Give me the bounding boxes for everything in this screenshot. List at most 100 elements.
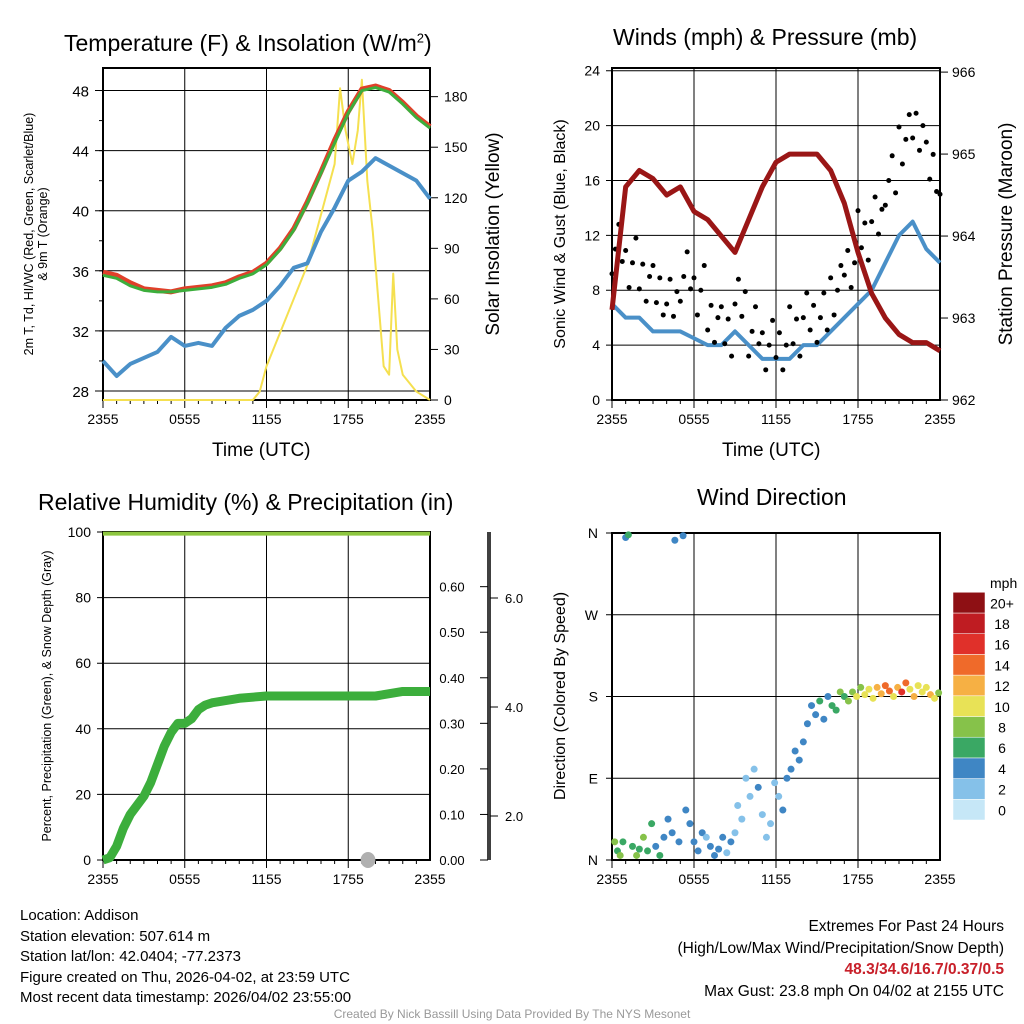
wind-direction-point — [791, 747, 799, 755]
wind-direction-point — [853, 693, 861, 700]
wind-direction-point — [635, 845, 643, 853]
recent-timestamp: Most recent data timestamp: 2026/04/02 2… — [20, 989, 352, 1006]
temp-xtick-label: 2355 — [414, 411, 445, 427]
wind-direction-point — [767, 820, 775, 828]
wind-direction-point — [668, 829, 676, 837]
wind-direction-point — [799, 738, 807, 746]
temp-ytick-label: 40 — [72, 204, 89, 221]
wind-direction-point — [629, 842, 636, 850]
wind-ytick-label: 12 — [584, 227, 600, 243]
colorbar-label: 10 — [994, 699, 1010, 715]
precip-tick-label: 0.60 — [439, 580, 464, 595]
gust-point — [893, 190, 899, 196]
gust-point — [841, 272, 847, 278]
wind-direction-point — [775, 792, 783, 800]
wind-direction-point — [734, 802, 742, 809]
gust-point — [773, 354, 779, 360]
gust-point — [749, 328, 755, 334]
precip-tick-label: 0.20 — [439, 762, 464, 777]
credit: Created By Nick Bassill Using Data Provi… — [333, 1007, 691, 1021]
wind-direction-point — [832, 706, 840, 714]
rh-ytick-label: 80 — [75, 590, 91, 606]
wind-direction-point — [869, 694, 877, 702]
wdir-xtick-label: 1155 — [761, 871, 791, 887]
rh-ytick-label: 20 — [75, 786, 91, 802]
pressure-line — [609, 151, 942, 353]
gust-point — [660, 312, 666, 318]
wind-ylabel: Sonic Wind & Gust (Blue, Black) — [552, 119, 569, 349]
wind-direction-point — [656, 851, 664, 859]
location: Location: Addison — [20, 907, 139, 924]
temp-ytick-label: 32 — [72, 324, 89, 341]
wind-y2label: Station Pressure (Maroon) — [996, 122, 1017, 346]
colorbar-swatch — [952, 612, 986, 634]
wind-direction-point — [682, 806, 690, 814]
precip-line — [101, 686, 430, 865]
solar-ytick-label: 0 — [444, 392, 452, 408]
wind-direction-point — [795, 756, 803, 764]
solar-ytick-label: 120 — [444, 190, 468, 206]
pressure-ytick-label: 964 — [952, 228, 976, 244]
wind-xtick-label: 2355 — [596, 411, 627, 427]
temp-y2label: Solar Insolation (Yellow) — [483, 132, 504, 336]
wind-direction-point — [849, 688, 857, 696]
wind-direction-point — [902, 679, 910, 687]
gust-point — [811, 302, 817, 308]
colorbar-swatch — [952, 592, 986, 614]
gust-point — [879, 206, 885, 212]
rh-xtick-label: 1155 — [251, 871, 281, 887]
gust-point — [937, 191, 943, 197]
gust-point — [619, 258, 625, 264]
wind-direction-point — [686, 820, 694, 828]
rh-ytick-label: 60 — [75, 655, 91, 671]
wind-direction-point — [828, 702, 836, 710]
rh-ytick-label: 40 — [75, 721, 91, 737]
gust-point — [776, 330, 782, 336]
wdir-chart-title: Wind Direction — [697, 484, 847, 510]
max-gust: Max Gust: 23.8 mph On 04/02 at 2155 UTC — [704, 982, 1004, 1000]
wind-xtick-label: 0555 — [678, 411, 709, 427]
gust-point — [862, 220, 868, 226]
precip-tick-label: 0.40 — [439, 671, 464, 686]
gust-point — [838, 263, 844, 269]
gust-point — [671, 313, 676, 319]
wind-xtick-label: 1755 — [842, 411, 873, 427]
precip-tick-label: 0.30 — [439, 716, 464, 731]
colorbar-label: 12 — [994, 678, 1010, 694]
wind-direction-point — [771, 779, 779, 787]
wind-direction-point — [706, 842, 714, 850]
wind-direction-point — [803, 720, 811, 728]
wind-direction-point — [787, 765, 795, 773]
gust-point — [804, 290, 810, 296]
temp-xlabel: Time (UTC) — [212, 440, 311, 461]
gust-point — [896, 124, 902, 130]
temp-ytick-label: 36 — [72, 264, 89, 281]
wind-direction-point — [935, 689, 943, 697]
extremes-block: Extremes For Past 24 Hours (High/Low/Max… — [678, 916, 1005, 1002]
gust-point — [718, 304, 724, 310]
precip-tick-label: 0.50 — [439, 625, 464, 640]
temp-ytick-label: 28 — [72, 384, 89, 401]
wind-direction-point — [898, 688, 906, 696]
gust-point — [845, 247, 851, 253]
gust-point — [650, 263, 656, 269]
wdir-ylabel: Direction (Colored By Speed) — [552, 591, 569, 801]
gust-point — [855, 208, 861, 214]
gust-point — [725, 316, 731, 322]
temp-xtick-label: 0555 — [169, 411, 200, 427]
gust-point — [742, 289, 748, 295]
temp-chart-title: Temperature (F) & Insolation (W/m2) — [64, 30, 432, 56]
wind-direction-point — [660, 833, 668, 841]
wdir-xtick-label: 2355 — [596, 871, 627, 887]
gust-point — [770, 317, 776, 323]
rh-xtick-label: 2355 — [87, 871, 118, 887]
wind-direction-point — [914, 682, 922, 690]
colorbar-swatch — [952, 674, 986, 697]
wind-ytick-label: 4 — [592, 337, 600, 353]
precip-tick-label: 0.00 — [439, 853, 464, 868]
gust-point — [858, 245, 864, 251]
wind-direction-point — [715, 845, 723, 853]
gust-point — [899, 161, 905, 167]
wind-direction-point — [922, 683, 930, 691]
gust-point — [797, 353, 803, 359]
